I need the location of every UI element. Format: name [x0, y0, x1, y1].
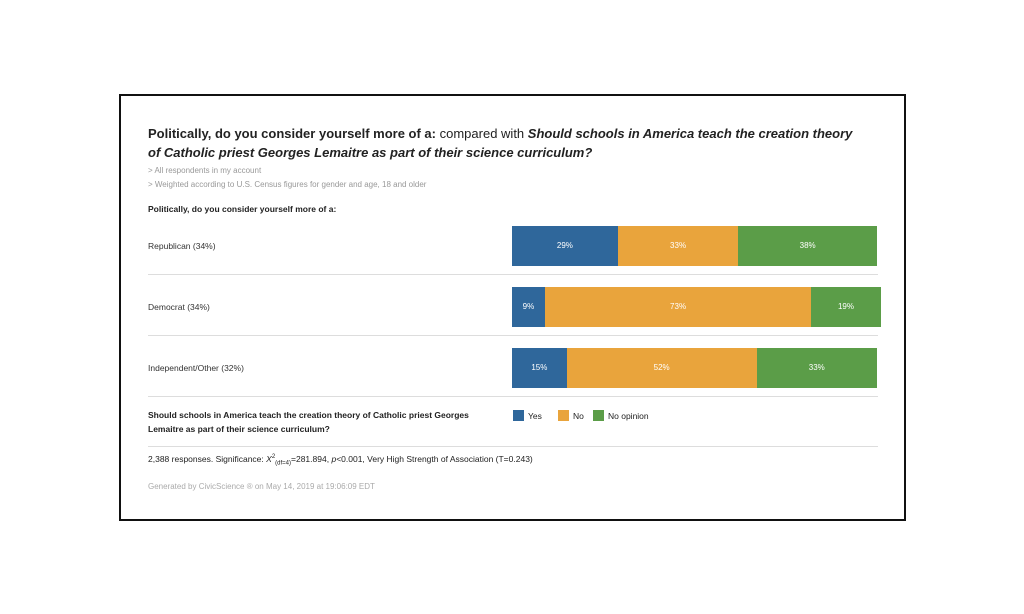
separator — [148, 396, 878, 397]
legend-swatch — [513, 410, 524, 421]
legend-label: No opinion — [608, 411, 649, 421]
value-label: 15% — [531, 363, 548, 372]
stats-part: X — [266, 454, 272, 464]
legend-label: Yes — [528, 411, 542, 421]
value-label: 38% — [799, 241, 816, 250]
value-label: 73% — [670, 302, 687, 311]
category-label: Independent/Other (32%) — [148, 363, 244, 373]
bar-segment — [617, 226, 739, 266]
separator — [148, 446, 878, 447]
value-label: 33% — [808, 363, 825, 372]
chart-frame: Politically, do you consider yourself mo… — [119, 94, 906, 521]
stats-part: 2,388 responses. Significance: — [148, 454, 264, 464]
separator — [148, 274, 878, 275]
title-part: Politically, do you consider yourself mo… — [148, 126, 436, 141]
generated-note: Generated by CivicScience ® on May 14, 2… — [148, 482, 375, 491]
value-label: 52% — [653, 363, 670, 372]
stats-part: (df=4) — [275, 460, 292, 467]
chart-title: Politically, do you consider yourself mo… — [148, 124, 860, 162]
stats-part: p — [331, 454, 337, 464]
category-label: Democrat (34%) — [148, 302, 210, 312]
bar-segment — [512, 348, 567, 388]
value-label: 33% — [670, 241, 687, 250]
stats: 2,388 responses. Significance: X2(df=4)=… — [148, 454, 533, 467]
stats-part: <0.001, Very High Strength of Associatio… — [336, 454, 533, 464]
stats-part: 2 — [271, 454, 276, 461]
bar-segment — [512, 226, 618, 266]
note: > All respondents in my account — [148, 166, 262, 175]
legend-swatch — [593, 410, 604, 421]
title-part: compared with — [439, 126, 525, 141]
title-part: Should schools in America teach the crea… — [148, 126, 853, 160]
separator — [148, 335, 878, 336]
bar-segment — [756, 348, 877, 388]
value-label: 19% — [837, 302, 854, 311]
stats-part: =281.894, — [291, 454, 330, 464]
legend-label: No — [573, 411, 584, 421]
bar-segment — [811, 287, 881, 327]
bar-segment — [544, 287, 812, 327]
y-axis-label: Politically, do you consider yourself mo… — [148, 204, 337, 214]
bar-segment — [512, 287, 545, 327]
value-label: 9% — [522, 302, 535, 311]
note: > Weighted according to U.S. Census figu… — [148, 180, 427, 189]
bar-segment — [738, 226, 877, 266]
category-label: Republican (34%) — [148, 241, 216, 251]
legend-title: Should schools in America teach the crea… — [148, 410, 469, 434]
legend-swatch — [558, 410, 569, 421]
value-label: 29% — [556, 241, 573, 250]
bar-segment — [566, 348, 757, 388]
